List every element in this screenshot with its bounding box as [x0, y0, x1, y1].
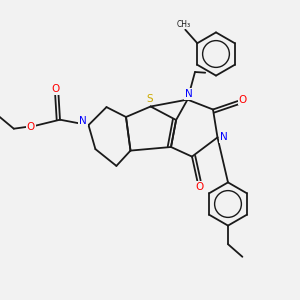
- Text: O: O: [196, 182, 204, 192]
- Text: CH₃: CH₃: [177, 20, 191, 29]
- Text: O: O: [239, 94, 247, 105]
- Text: N: N: [79, 116, 87, 126]
- Text: N: N: [220, 132, 227, 142]
- Text: O: O: [27, 122, 35, 132]
- Text: N: N: [185, 89, 193, 99]
- Text: S: S: [146, 94, 153, 104]
- Text: O: O: [51, 84, 60, 94]
